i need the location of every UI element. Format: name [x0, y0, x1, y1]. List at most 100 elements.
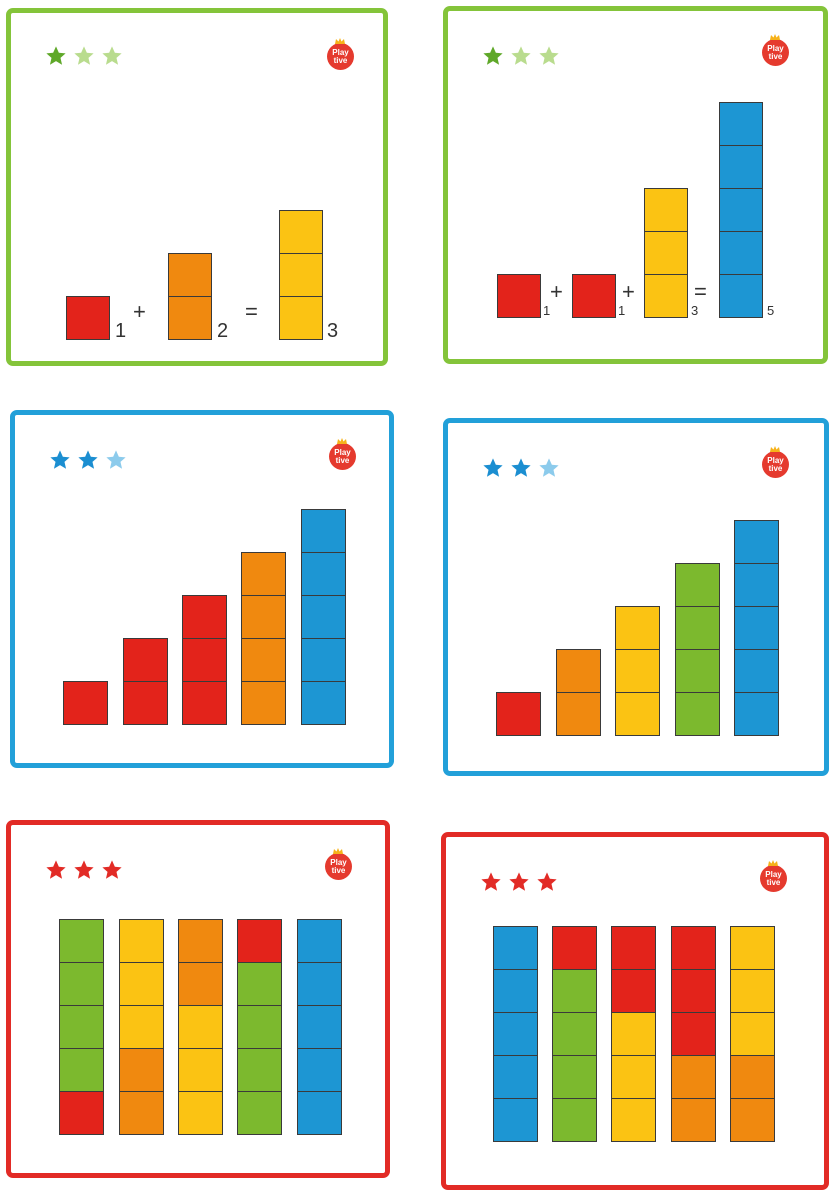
star-icon: [480, 871, 502, 898]
block-orange: [168, 296, 212, 340]
plus-sign: +: [133, 299, 146, 324]
block-column: [182, 595, 227, 725]
difficulty-stars: [482, 457, 560, 484]
logo-text-line1: Play: [330, 857, 347, 867]
count-label: 3: [327, 320, 339, 342]
count-label: 1: [115, 320, 127, 342]
block-blue: [493, 969, 538, 1013]
block-yellow: [644, 274, 688, 318]
plus-sign: +: [622, 279, 635, 304]
count-label: 5: [767, 303, 775, 318]
block-green: [552, 1055, 597, 1099]
block-green: [552, 1098, 597, 1142]
playtive-logo: Play tive: [760, 860, 787, 892]
logo-text-line2: tive: [335, 455, 350, 465]
block-blue: [493, 926, 538, 970]
block-yellow: [611, 1055, 656, 1099]
block-red: [182, 681, 227, 725]
block-green: [237, 1048, 282, 1092]
count-label: 3: [691, 303, 699, 318]
block-orange: [556, 692, 601, 736]
block-column: [556, 649, 601, 736]
block-yellow: [279, 253, 323, 297]
block-column: [615, 606, 660, 736]
block-yellow: [119, 919, 164, 963]
block-orange: [119, 1091, 164, 1135]
block-orange: [178, 962, 223, 1006]
block-blue: [301, 638, 346, 682]
block-column: [671, 926, 716, 1142]
block-orange: [556, 649, 601, 693]
block-orange: [119, 1048, 164, 1092]
block-column: [497, 274, 541, 318]
block-red: [496, 692, 541, 736]
block-yellow: [615, 649, 660, 693]
block-red: [671, 969, 716, 1013]
puzzle-card: Play tive: [443, 418, 829, 776]
puzzle-card: Play tive: [441, 832, 829, 1190]
count-label: 2: [217, 320, 229, 342]
block-blue: [297, 1048, 342, 1092]
equals-sign: =: [245, 299, 258, 324]
block-column: [241, 552, 286, 725]
block-column: [719, 102, 763, 318]
block-blue: [297, 1091, 342, 1135]
logo-text-line1: Play: [767, 455, 784, 465]
block-yellow: [178, 1005, 223, 1049]
block-green: [59, 1005, 104, 1049]
plus-sign: +: [550, 279, 563, 304]
block-orange: [241, 595, 286, 639]
block-green: [675, 649, 720, 693]
block-green: [59, 962, 104, 1006]
block-red: [237, 919, 282, 963]
block-red: [182, 595, 227, 639]
logo-text-line1: Play: [765, 869, 782, 879]
playtive-logo: Play tive: [762, 34, 789, 66]
block-column: [496, 692, 541, 736]
block-red: [497, 274, 541, 318]
block-blue: [297, 1005, 342, 1049]
block-column: [168, 253, 212, 340]
block-column: [734, 520, 779, 736]
block-column: [730, 926, 775, 1142]
block-column: [279, 210, 323, 340]
logo-text-line1: Play: [334, 447, 351, 457]
block-column: [59, 919, 104, 1135]
block-column: [66, 296, 110, 340]
block-red: [182, 638, 227, 682]
block-blue: [493, 1098, 538, 1142]
crown-icon: [770, 34, 780, 40]
playtive-logo: Play tive: [325, 848, 352, 880]
block-column: [119, 919, 164, 1135]
block-blue: [301, 509, 346, 553]
block-blue: [301, 681, 346, 725]
block-red: [552, 926, 597, 970]
difficulty-stars: [49, 449, 127, 476]
block-orange: [178, 919, 223, 963]
star-icon: [510, 457, 532, 484]
block-yellow: [178, 1048, 223, 1092]
star-icon: [49, 449, 71, 476]
block-blue: [297, 962, 342, 1006]
block-yellow: [730, 1012, 775, 1056]
block-yellow: [119, 962, 164, 1006]
star-icon: [101, 45, 123, 72]
star-icon: [105, 449, 127, 476]
block-green: [59, 919, 104, 963]
puzzle-card: Play tive 1 1 3 5 + + =: [443, 6, 828, 364]
block-yellow: [644, 231, 688, 275]
block-yellow: [611, 1098, 656, 1142]
equals-sign: =: [694, 279, 707, 304]
block-column: [237, 919, 282, 1135]
block-red: [671, 1012, 716, 1056]
star-icon: [73, 45, 95, 72]
block-blue: [301, 552, 346, 596]
count-label: 1: [618, 303, 626, 318]
puzzle-card: Play tive 1 2 3 + =: [6, 8, 388, 366]
block-orange: [168, 253, 212, 297]
crown-icon: [335, 38, 345, 44]
block-orange: [241, 681, 286, 725]
block-orange: [671, 1055, 716, 1099]
block-blue: [301, 595, 346, 639]
block-green: [59, 1048, 104, 1092]
